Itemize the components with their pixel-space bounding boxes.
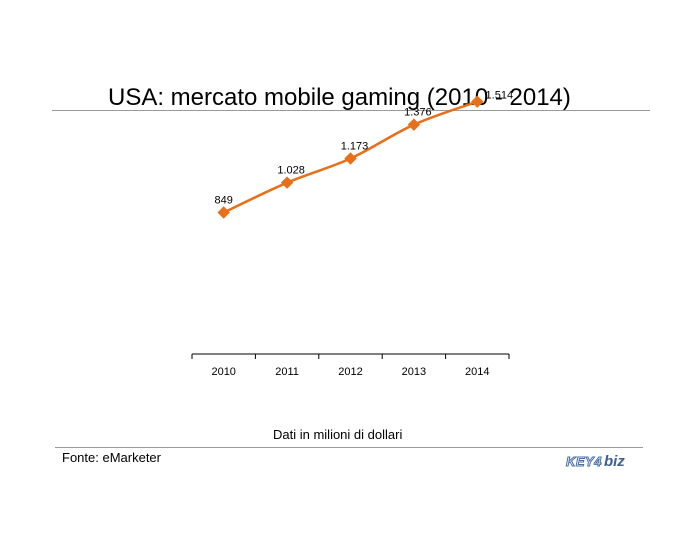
data-point-marker	[407, 118, 421, 131]
data-point-marker	[344, 152, 357, 165]
x-tick-label: 2011	[275, 366, 299, 378]
data-point-marker	[280, 176, 294, 189]
data-point-marker	[217, 206, 230, 219]
chart-title: USA: mercato mobile gaming (2010 - 2014)	[108, 84, 571, 111]
x-tick-label: 2014	[465, 366, 489, 378]
footer-divider	[55, 447, 643, 448]
key4biz-logo: KEY4 biz	[566, 453, 625, 470]
x-tick-label: 2013	[402, 366, 426, 378]
x-tick-label: 2010	[211, 366, 235, 378]
data-label: 1.514	[486, 90, 514, 102]
data-point-marker	[471, 95, 484, 108]
data-label: 1.028	[277, 165, 305, 177]
x-tick-label: 2012	[338, 366, 362, 378]
source-note: Fonte: eMarketer	[62, 450, 161, 465]
unit-note: Dati in milioni di dollari	[273, 427, 403, 442]
title-divider	[52, 110, 650, 111]
data-label: 1.376	[404, 107, 432, 119]
data-label: 849	[215, 195, 233, 207]
data-label: 1.173	[341, 141, 369, 153]
